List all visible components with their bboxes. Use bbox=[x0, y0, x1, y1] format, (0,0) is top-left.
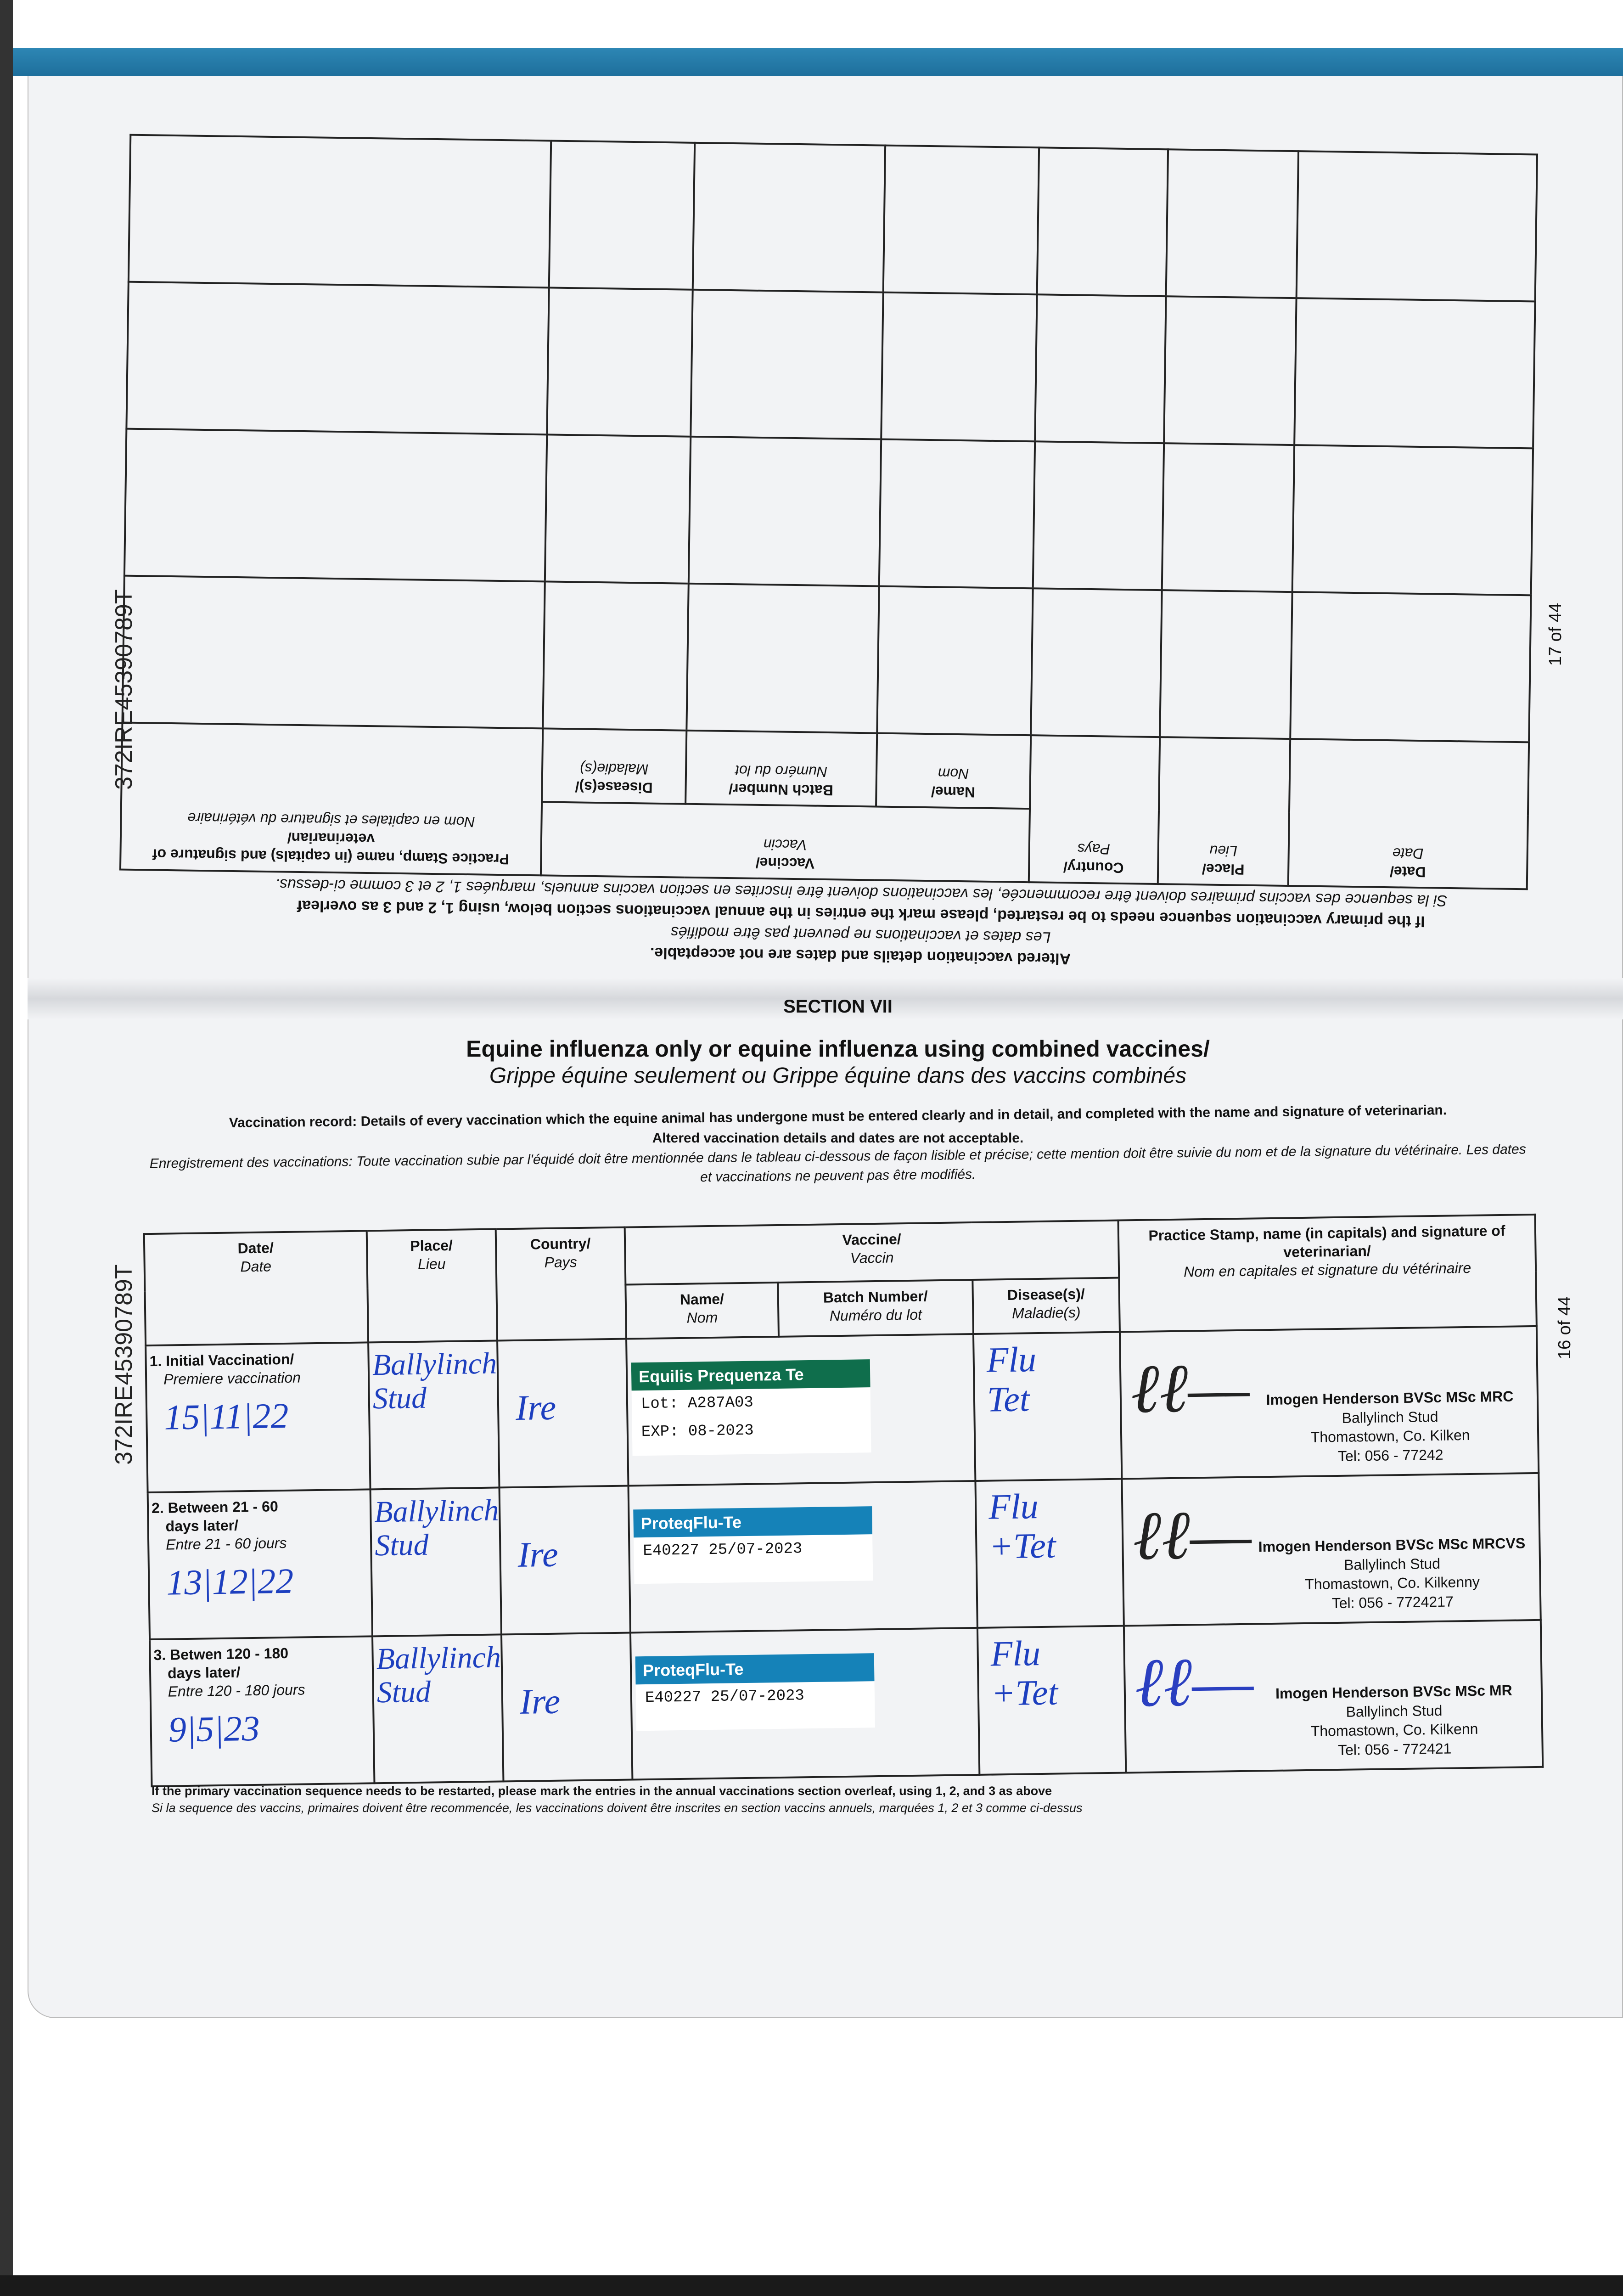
header-batch: Batch Number/Numéro du lot bbox=[778, 1280, 973, 1337]
header-date: Date/Date bbox=[144, 1231, 369, 1346]
handwritten-country: Ire bbox=[517, 1534, 559, 1575]
page-number-upper: 17 of 44 bbox=[1546, 602, 1566, 666]
cell-disease: Flu +Tet bbox=[975, 1479, 1124, 1628]
handwritten-country: Ire bbox=[515, 1387, 556, 1428]
page-number-lower: 16 of 44 bbox=[1555, 1296, 1575, 1360]
handwritten-date: 15|11|22 bbox=[163, 1395, 289, 1437]
document-id-upper: 372IRE45390789T bbox=[110, 589, 138, 790]
cell-country: Ire bbox=[499, 1486, 630, 1635]
cell-place: Ballylinch Stud bbox=[368, 1340, 500, 1490]
section-subtitle: Grippe équine seulement ou Grippe équine… bbox=[489, 1064, 1187, 1088]
footnote: If the primary vaccination sequence need… bbox=[152, 1784, 1052, 1798]
header-stamp: Practice Stamp, name (in capitals) and s… bbox=[1118, 1214, 1537, 1332]
table-row: 1. Initial Vaccination/ Premiere vaccina… bbox=[146, 1326, 1539, 1493]
cell-stamp: ℓℓ— Imogen Henderson BVSc MSc MRCVS Bally… bbox=[1122, 1473, 1541, 1626]
altered-details-note: Altered vaccination details and dates ar… bbox=[652, 1131, 1024, 1146]
handwritten-place: Ballylinch Stud bbox=[374, 1493, 500, 1562]
table-row: 3. Betwen 120 - 180 days later/ Entre 120… bbox=[150, 1620, 1543, 1787]
header-vaccine: Vaccine/Vaccin bbox=[624, 1220, 1119, 1285]
scan-edge bbox=[0, 0, 13, 2296]
table-row bbox=[126, 281, 1535, 449]
cell-place: Ballylinch Stud bbox=[370, 1487, 502, 1637]
cell-disease: Flu +Tet bbox=[977, 1626, 1126, 1775]
handwritten-country: Ire bbox=[519, 1681, 561, 1722]
footnote-fr: Si la sequence des vaccins, primaires do… bbox=[152, 1801, 1083, 1815]
header-disease: Disease(s)/Maladie(s) bbox=[542, 728, 687, 804]
table-row: 2. Between 21 - 60 days later/ Entre 21 -… bbox=[147, 1473, 1541, 1640]
header-stamp: Practice Stamp, name (in capitals) and s… bbox=[120, 722, 543, 876]
header-country: Country/Pays bbox=[495, 1227, 627, 1341]
practice-stamp: Imogen Henderson BVSc MSc MR Ballylinch S… bbox=[1275, 1682, 1512, 1758]
veterinarian-signature: ℓℓ— bbox=[1130, 1349, 1250, 1428]
vaccine-sticker: Equilis Prequenza Te Lot: A287A03 EXP: 0… bbox=[631, 1359, 871, 1456]
table-row bbox=[122, 575, 1531, 743]
practice-stamp: Imogen Henderson BVSc MSc MRC Ballylinch … bbox=[1266, 1388, 1514, 1464]
section-label: SECTION VII bbox=[783, 996, 893, 1017]
vaccine-sticker: ProteqFlu-Te E40227 25/07-2023 bbox=[635, 1653, 875, 1731]
cell-country: Ire bbox=[497, 1339, 629, 1488]
vaccine-sticker: ProteqFlu-Te E40227 25/07-2023 bbox=[633, 1506, 873, 1584]
primary-vaccination-table: Date/Date Place/Lieu Country/Pays Vaccin… bbox=[143, 1214, 1544, 1787]
header-country: Country/Pays bbox=[1028, 735, 1160, 884]
passport-cover-edge bbox=[13, 48, 1623, 76]
cell-vaccine-name-batch: ProteqFlu-Te E40227 25/07-2023 bbox=[628, 1480, 977, 1633]
veterinarian-signature: ℓℓ— bbox=[1134, 1643, 1254, 1722]
cell-stamp: ℓℓ— Imogen Henderson BVSc MSc MR Ballylin… bbox=[1123, 1620, 1543, 1773]
cell-date: 1. Initial Vaccination/ Premiere vaccina… bbox=[146, 1342, 371, 1493]
header-place: Place/Lieu bbox=[366, 1229, 498, 1343]
page-fold bbox=[28, 978, 1623, 1019]
veterinarian-signature: ℓℓ— bbox=[1132, 1496, 1252, 1575]
cell-stamp: ℓℓ— Imogen Henderson BVSc MSc MRC Ballyli… bbox=[1119, 1326, 1539, 1479]
header-vaccine: Vaccine/Vaccin bbox=[540, 802, 1030, 883]
cell-country: Ire bbox=[501, 1632, 633, 1782]
table-row bbox=[128, 135, 1538, 302]
header-name: Name/Nom bbox=[876, 733, 1031, 809]
table-row bbox=[124, 428, 1533, 596]
header-place: Place/Lieu bbox=[1157, 737, 1291, 886]
practice-stamp: Imogen Henderson BVSc MSc MRCVS Ballylinc… bbox=[1258, 1535, 1526, 1611]
scan-bottom-edge bbox=[0, 2275, 1623, 2296]
header-date: Date/Date bbox=[1288, 739, 1529, 889]
upper-vaccination-table: Date/Date Place/Lieu Country/Pays Vaccin… bbox=[119, 134, 1538, 890]
handwritten-disease: Flu +Tet bbox=[988, 1486, 1056, 1566]
handwritten-disease: Flu +Tet bbox=[990, 1633, 1058, 1713]
handwritten-disease: Flu Tet bbox=[986, 1339, 1037, 1419]
handwritten-place: Ballylinch Stud bbox=[372, 1346, 497, 1415]
cell-vaccine-name-batch: ProteqFlu-Te E40227 25/07-2023 bbox=[630, 1627, 980, 1780]
cell-place: Ballylinch Stud bbox=[372, 1634, 504, 1784]
header-name: Name/Nom bbox=[625, 1282, 779, 1339]
cell-date: 2. Between 21 - 60 days later/ Entre 21 -… bbox=[147, 1489, 373, 1640]
handwritten-date: 9|5|23 bbox=[168, 1708, 260, 1750]
handwritten-place: Ballylinch Stud bbox=[376, 1640, 501, 1709]
handwritten-date: 13|12|22 bbox=[166, 1560, 294, 1603]
cell-vaccine-name-batch: Equilis Prequenza Te Lot: A287A03 EXP: 0… bbox=[626, 1334, 976, 1486]
document-id-lower: 372IRE45390789T bbox=[110, 1264, 138, 1465]
cell-disease: Flu Tet bbox=[973, 1332, 1122, 1481]
section-title: Equine influenza only or equine influenz… bbox=[466, 1036, 1210, 1062]
header-batch: Batch Number/Numéro du lot bbox=[685, 730, 877, 807]
cell-date: 3. Betwen 120 - 180 days later/ Entre 120… bbox=[150, 1636, 375, 1787]
header-disease: Disease(s)/Maladie(s) bbox=[972, 1277, 1120, 1334]
